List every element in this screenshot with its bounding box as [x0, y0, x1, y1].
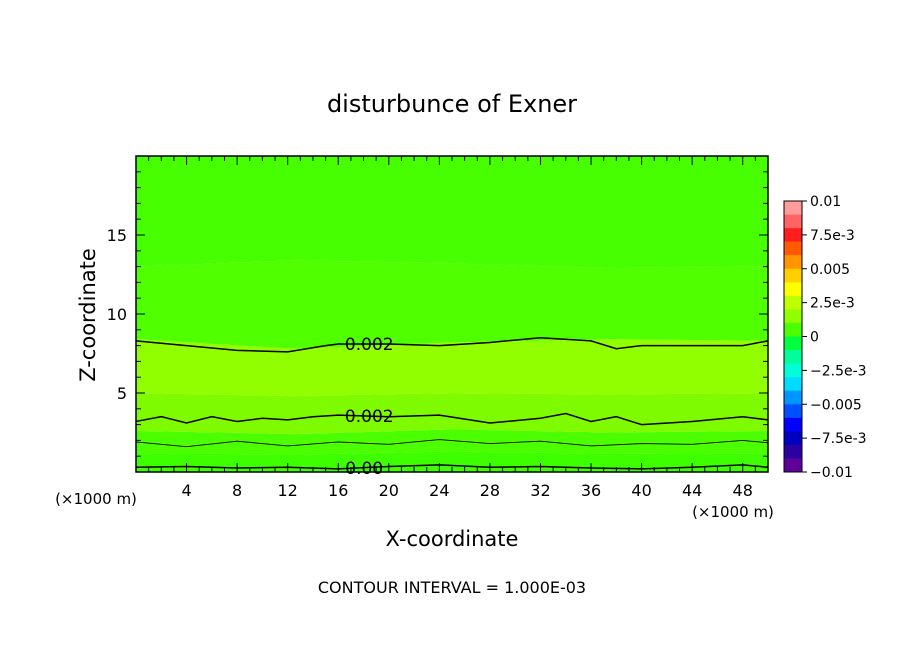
- y-tick-label: 10: [107, 305, 127, 324]
- x-axis-unit: (×1000 m): [692, 503, 774, 521]
- contour-0-002-upper: [135, 336, 769, 353]
- x-axis-label: X-coordinate: [386, 527, 519, 551]
- x-tick-label: 28: [480, 481, 500, 500]
- contour-0-001: [135, 439, 769, 448]
- fill-band-mid: [136, 429, 768, 455]
- colorbar-swatch: [784, 390, 802, 405]
- colorbar-label: 0.01: [810, 194, 841, 210]
- contour-interval-footer: CONTOUR INTERVAL = 1.000E-03: [318, 578, 586, 597]
- x-tick-label: 12: [278, 481, 298, 500]
- colorbar-swatch: [784, 350, 802, 364]
- contour-0-00-label: 0.00: [345, 459, 383, 479]
- colorbar-swatch: [784, 417, 802, 432]
- colorbar-swatch: [784, 214, 802, 229]
- chart-title: disturbunce of Exner: [327, 90, 577, 118]
- colorbar-swatch: [784, 377, 802, 391]
- x-tick-label: 24: [429, 481, 449, 500]
- colorbar: 0.01 7.5e-3 0.005 2.5e-3 0 −2.5e-3 −0.005 −7.5e…: [783, 194, 867, 481]
- colorbar-swatch: [784, 228, 802, 242]
- colorbar-label: −0.01: [810, 465, 853, 481]
- x-tick-label: 8: [232, 481, 242, 500]
- x-tick-label: 48: [733, 481, 753, 500]
- fill-band-sky: [136, 156, 768, 269]
- colorbar-label: −2.5e-3: [810, 363, 867, 379]
- x-tick-label: 16: [328, 481, 348, 500]
- x-tick-label: 36: [581, 481, 601, 500]
- fill-band-top: [136, 260, 768, 349]
- fill-band-peak: [136, 339, 768, 397]
- colorbar-label: −0.005: [810, 397, 862, 413]
- colorbar-swatch: [784, 336, 802, 351]
- x-tick-label: 40: [631, 481, 651, 500]
- colorbar-swatch: [784, 268, 802, 283]
- colorbar-swatch: [784, 458, 802, 473]
- x-tick-label: 4: [181, 481, 191, 500]
- colorbar-swatch: [784, 241, 802, 256]
- colorbar-label: 0: [810, 330, 819, 346]
- colorbar-swatch: [784, 201, 802, 215]
- colorbar-label: −7.5e-3: [810, 431, 867, 447]
- y-tick-label: 15: [107, 226, 127, 245]
- y-tick-label: 5: [117, 384, 127, 403]
- x-tick-label: 20: [379, 481, 399, 500]
- colorbar-swatch: [784, 295, 802, 310]
- colorbar-label: 0.005: [810, 262, 850, 278]
- colorbar-label: 7.5e-3: [810, 228, 855, 244]
- colorbar-swatch: [784, 309, 802, 324]
- y-axis-unit: (×1000 m): [55, 490, 137, 508]
- contour-0-002-upper-label: 0.002: [345, 335, 394, 355]
- y-axis-label: Z-coordinate: [76, 248, 100, 382]
- x-tick-label: 32: [530, 481, 550, 500]
- contour-0-002-lower: [135, 412, 769, 426]
- colorbar-swatch: [784, 322, 802, 337]
- colorbar-swatch: [784, 282, 802, 297]
- colorbar-swatch: [784, 255, 802, 270]
- x-tick-label: 44: [682, 481, 702, 500]
- colorbar-swatch: [784, 404, 802, 419]
- contour-0-002-lower-label: 0.002: [345, 407, 394, 427]
- colorbar-label: 2.5e-3: [810, 296, 855, 312]
- colorbar-swatch: [784, 431, 802, 446]
- contour-0-00: [135, 464, 769, 470]
- colorbar-swatch: [784, 444, 802, 459]
- colorbar-swatch: [784, 363, 802, 378]
- fill-band-upper: [136, 393, 768, 435]
